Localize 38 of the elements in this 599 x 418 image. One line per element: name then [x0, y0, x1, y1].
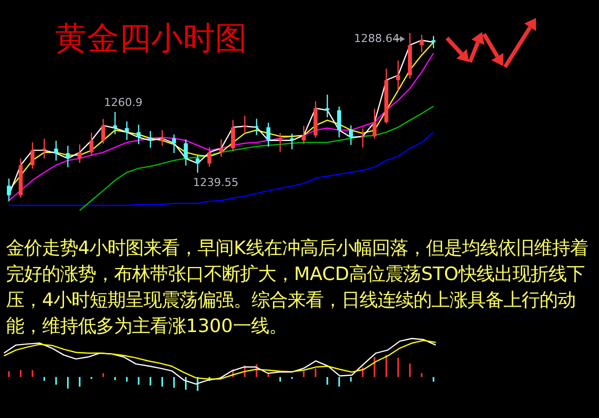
- candlestick: [266, 122, 270, 148]
- candlestick: [207, 146, 212, 168]
- candlestick: [420, 34, 424, 53]
- candlestick: [148, 130, 152, 148]
- candlestick: [432, 35, 436, 49]
- annotation: 1260.9: [104, 96, 142, 109]
- candlestick: [219, 138, 224, 158]
- candlestick: [184, 138, 188, 166]
- candlestick: [372, 108, 377, 140]
- candlestick: [254, 118, 259, 136]
- candlestick: [6, 178, 11, 202]
- candlestick: [290, 133, 294, 150]
- candlestick: [30, 142, 34, 170]
- annotation: 1288.64: [354, 32, 400, 45]
- candlestick: [54, 140, 58, 162]
- annotation: 1239.55: [193, 176, 238, 189]
- candlestick: [113, 111, 118, 135]
- candlestick: [42, 138, 46, 160]
- candlestick: [136, 124, 141, 145]
- candlestick: [348, 124, 353, 146]
- candlestick: [101, 118, 106, 144]
- candlestick: [325, 94, 330, 118]
- candlestick: [89, 132, 94, 156]
- candlestick: [302, 125, 306, 145]
- text: 金价走势4小时图来看，早间K线在冲高后小幅回落，但是均线依旧维持着完好的涨势，布林带张口不断扩大，MACD高位震荡STO快线出现折线下压，4小时短期呈现震荡偏强。综合来看，日线连续的上涨具备上行的动能，维持低多为主看涨1300一线。: [6, 237, 589, 339]
- chart-title: 黄金四小时图: [55, 19, 247, 57]
- candlestick: [66, 145, 70, 168]
- candlestick: [396, 60, 400, 91]
- candlestick: [78, 144, 82, 164]
- candlestick: [172, 134, 176, 154]
- candlestick: [160, 130, 164, 146]
- candlestick: [196, 154, 200, 174]
- candlestick: [242, 115, 247, 134]
- candlestick: [360, 128, 365, 148]
- candlestick: [230, 120, 235, 152]
- candlestick: [337, 106, 342, 138]
- candlestick: [278, 132, 282, 152]
- candlestick: [124, 120, 129, 140]
